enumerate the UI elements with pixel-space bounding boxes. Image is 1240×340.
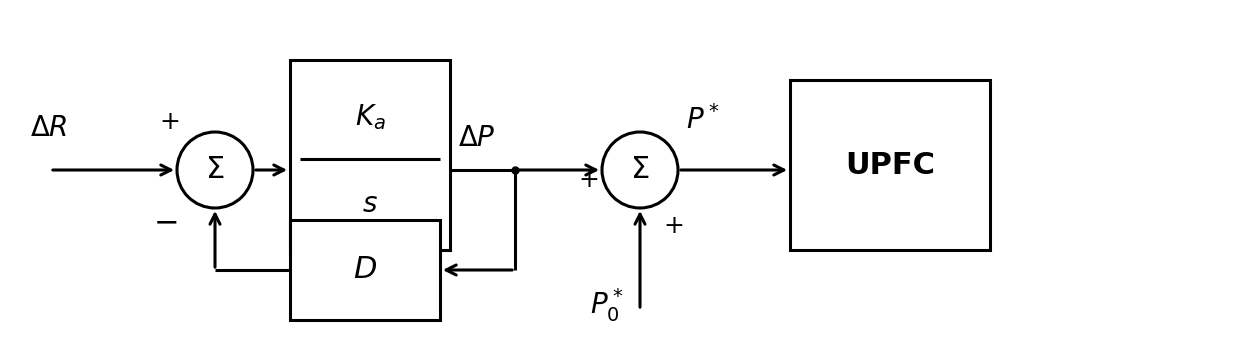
Bar bbox=[290, 60, 450, 250]
Text: $+$: $+$ bbox=[578, 168, 598, 192]
Text: $\Delta P$: $\Delta P$ bbox=[458, 124, 496, 152]
Text: $P^*$: $P^*$ bbox=[686, 105, 719, 135]
Text: $s$: $s$ bbox=[362, 190, 378, 218]
Text: $-$: $-$ bbox=[153, 207, 177, 237]
Text: $+$: $+$ bbox=[663, 214, 683, 238]
Text: $+$: $+$ bbox=[159, 110, 179, 134]
Text: $P_0^*$: $P_0^*$ bbox=[590, 286, 624, 324]
Text: UPFC: UPFC bbox=[844, 151, 935, 180]
Text: $\Sigma$: $\Sigma$ bbox=[630, 155, 650, 185]
Bar bbox=[790, 80, 990, 250]
Text: $\Sigma$: $\Sigma$ bbox=[206, 155, 224, 185]
Text: $K_a$: $K_a$ bbox=[355, 102, 386, 132]
Bar bbox=[290, 220, 440, 320]
Text: $\Delta R$: $\Delta R$ bbox=[30, 114, 68, 142]
Text: $D$: $D$ bbox=[353, 255, 377, 285]
